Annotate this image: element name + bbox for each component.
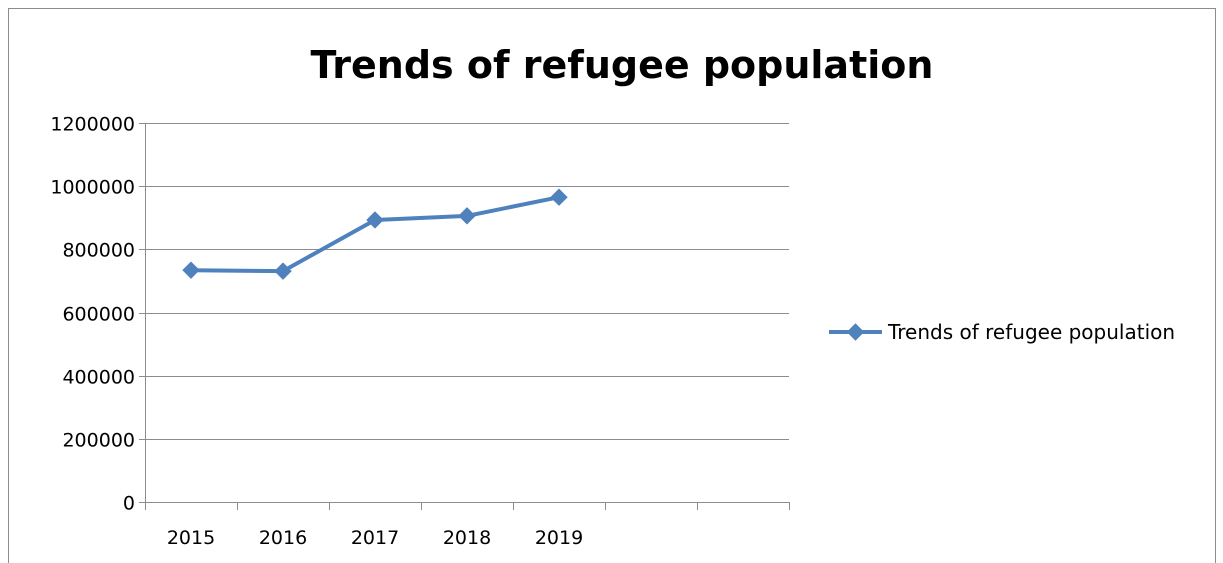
data-point-2015 [182, 261, 200, 279]
data-point-2017 [366, 211, 384, 229]
data-point-2016 [274, 262, 292, 280]
y-tick-label: 1200000 [50, 114, 135, 136]
x-tick-label: 2019 [535, 527, 583, 549]
y-tick-label: 0 [123, 493, 135, 515]
legend-marker-swatch [846, 323, 865, 341]
chart-border [8, 8, 1216, 563]
x-tick-label: 2018 [443, 527, 491, 549]
x-tick-label: 2015 [167, 527, 215, 549]
series-layer [182, 188, 568, 280]
y-tick-label: 1000000 [50, 177, 135, 199]
legend: Trends of refugee population [829, 320, 1175, 344]
x-axis-tick-labels: 2015 2016 2017 2018 2019 [167, 527, 583, 549]
chart-title: Trends of refugee population [311, 43, 934, 87]
y-axis-tick-labels: 0 200000 400000 600000 800000 1000000 1200000 [50, 114, 135, 515]
y-tick-label: 800000 [62, 240, 135, 262]
x-tick-label: 2017 [351, 527, 399, 549]
series-line [190, 195, 560, 274]
data-point-2019 [550, 188, 568, 206]
legend-label-trends-of-refugee-population: Trends of refugee population [887, 320, 1175, 344]
y-tick-label: 200000 [62, 430, 135, 452]
gridlines [145, 123, 789, 440]
y-tick-label: 600000 [62, 304, 135, 326]
x-tick-label: 2016 [259, 527, 307, 549]
data-point-2018 [458, 207, 476, 225]
axes [139, 123, 790, 510]
y-tick-label: 400000 [62, 367, 135, 389]
